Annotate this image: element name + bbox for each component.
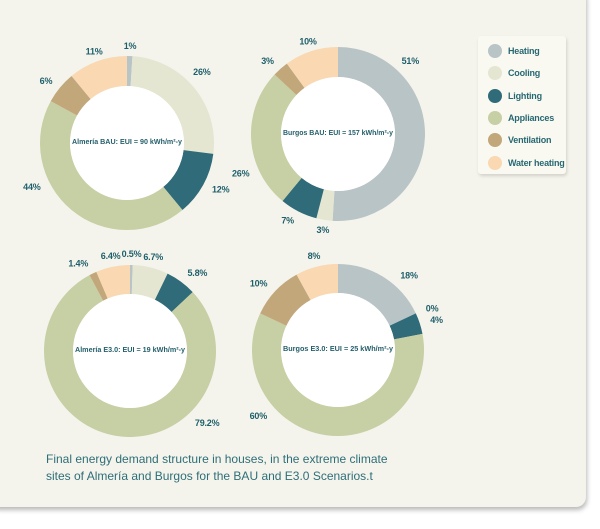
legend-swatch-ventilation — [488, 133, 502, 148]
caption-line2: sites of Almería and Burgos for the BAU … — [46, 469, 373, 483]
donut-slice-burgos-e30-ventilation — [260, 274, 311, 326]
donut-hole-almeria-bau — [70, 86, 184, 200]
slice-label-almeria-bau-ventilation: 6% — [40, 76, 53, 86]
slice-label-burgos-bau-lighting: 7% — [281, 215, 294, 225]
donut-center-label-burgos-bau: Burgos BAU: EUI = 157 kWh/m²-y — [283, 128, 394, 137]
slice-label-burgos-bau-heating: 51% — [402, 56, 420, 66]
donut-slice-burgos-bau-ventilation — [274, 63, 305, 95]
donut-slice-burgos-bau-lighting — [282, 177, 324, 219]
caption-line1: Final energy demand structure in houses,… — [46, 452, 388, 466]
legend-swatch-lighting — [488, 88, 502, 103]
donut-slice-burgos-bau-cooling — [316, 189, 335, 221]
slice-label-burgos-e30-appliances: 60% — [250, 411, 268, 421]
donut-slice-almeria-e30-lighting — [154, 273, 193, 312]
donut-slice-almeria-e30-ventilation — [89, 271, 108, 301]
legend-item-ventilation: Ventilation — [488, 129, 566, 151]
figure-card: 1% 26% 12% 44% 6% 11% Almería BAU: EUI = 90 kW… — [0, 0, 586, 507]
donut-slice-almeria-bau-water-heating — [71, 56, 127, 100]
donut-center-label-almeria-e30: Almería E3.0: EUI = 19 kWh/m²-y — [75, 345, 186, 354]
donut-hole-almeria-e30 — [73, 294, 187, 408]
donut-slice-almeria-bau-cooling — [130, 56, 215, 154]
donut-slice-burgos-bau-water-heating — [286, 47, 338, 88]
slice-label-burgos-e30-cooling: 0% — [426, 304, 439, 314]
donut-slice-almeria-bau-lighting — [163, 150, 214, 211]
slice-label-almeria-bau-lighting: 12% — [212, 185, 230, 195]
slice-label-almeria-e30-cooling: 6.7% — [143, 252, 163, 262]
donut-hole-burgos-bau — [281, 77, 395, 191]
legend-item-appliances: Appliances — [488, 107, 566, 129]
donut-slice-almeria-e30-cooling — [131, 265, 168, 300]
donut-center-label-almeria-bau: Almería BAU: EUI = 90 kWh/m²-y — [72, 137, 183, 146]
slice-label-almeria-bau-appliances: 44% — [23, 182, 41, 192]
legend-label-heating: Heating — [508, 46, 540, 57]
donut-slice-burgos-e30-lighting — [389, 313, 423, 340]
slice-label-almeria-e30-water-heating: 6.4% — [101, 251, 121, 261]
donut-slice-almeria-bau-appliances — [39, 101, 183, 231]
figure-caption: Final energy demand structure in houses,… — [46, 451, 388, 485]
slice-label-almeria-bau-heating: 1% — [124, 41, 137, 51]
legend-label-cooling: Cooling — [508, 68, 541, 79]
legend-item-lighting: Lighting — [488, 85, 566, 107]
legend-label-ventilation: Ventilation — [508, 135, 552, 146]
donut-slice-burgos-e30-appliances — [252, 313, 424, 436]
slice-label-almeria-e30-appliances: 79.2% — [195, 418, 220, 428]
donut-slice-almeria-e30-appliances — [43, 275, 216, 437]
donut-slice-almeria-e30-heating — [130, 265, 133, 295]
slice-label-burgos-bau-cooling: 3% — [317, 225, 330, 235]
legend-label-lighting: Lighting — [508, 90, 542, 101]
slice-label-burgos-bau-ventilation: 3% — [261, 56, 274, 66]
legend-swatch-cooling — [488, 66, 502, 81]
legend-item-heating: Heating — [488, 40, 566, 62]
legend-swatch-heating — [488, 44, 502, 59]
slice-label-burgos-bau-water-heating: 10% — [299, 37, 317, 47]
donut-hole-burgos-e30 — [281, 293, 395, 407]
slice-label-almeria-bau-cooling: 26% — [193, 67, 211, 77]
donut-slice-burgos-bau-heating — [332, 47, 425, 221]
slice-label-almeria-e30-heating: 0.5% — [122, 249, 142, 259]
donut-slice-burgos-e30-water-heating — [296, 264, 338, 301]
slice-label-burgos-e30-water-heating: 8% — [308, 251, 321, 261]
donut-slice-burgos-bau-appliances — [251, 74, 302, 202]
legend-swatch-appliances — [488, 111, 502, 126]
legend-label-water-heating: Water heating — [508, 157, 565, 168]
donut-slice-almeria-bau-heating — [127, 56, 133, 87]
slice-label-almeria-bau-water-heating: 11% — [86, 47, 103, 57]
legend-swatch-water-heating — [488, 155, 502, 170]
slice-label-burgos-bau-appliances: 26% — [232, 168, 250, 178]
donut-center-label-burgos-e30: Burgos E3.0: EUI = 25 kWh/m²-y — [283, 344, 394, 353]
donut-slice-almeria-bau-ventilation — [50, 75, 91, 116]
slice-label-almeria-e30-lighting: 5.8% — [188, 268, 208, 278]
donut-slice-almeria-e30-water-heating — [96, 265, 130, 299]
legend-item-cooling: Cooling — [488, 62, 566, 84]
legend-label-appliances: Appliances — [508, 113, 555, 124]
slice-label-burgos-e30-ventilation: 10% — [250, 279, 268, 289]
slice-label-almeria-e30-ventilation: 1.4% — [68, 258, 88, 268]
slice-label-burgos-e30-heating: 18% — [400, 271, 418, 281]
legend-item-water-heating: Water heating — [488, 151, 566, 173]
legend-panel: Heating Cooling Lighting Appliances Ventilat… — [478, 36, 566, 174]
donut-slice-burgos-e30-heating — [338, 264, 416, 326]
slice-label-burgos-e30-lighting: 4% — [430, 315, 443, 325]
